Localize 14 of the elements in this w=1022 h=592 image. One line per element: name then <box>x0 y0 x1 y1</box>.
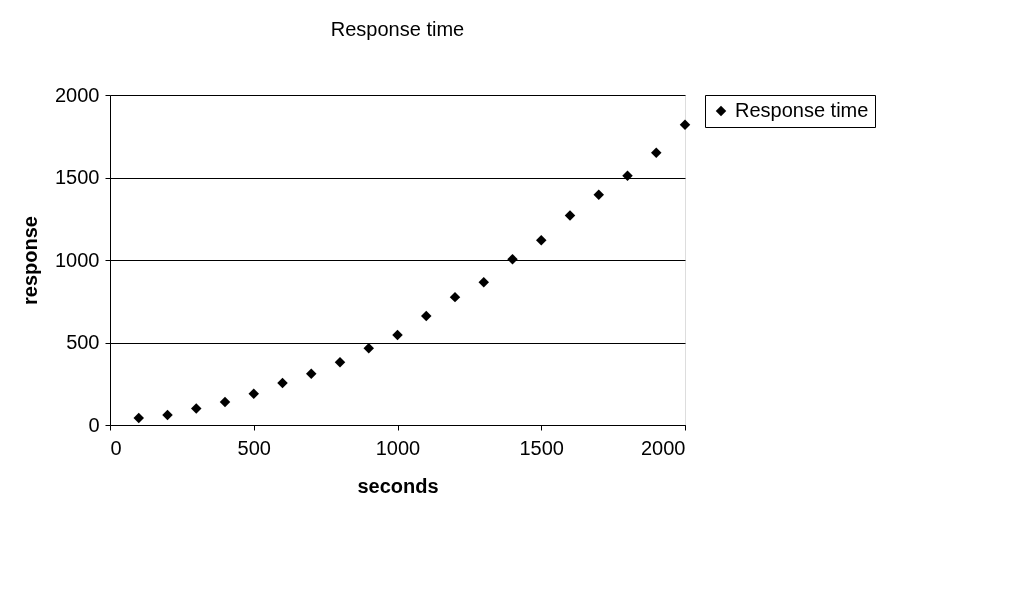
x-tick-label: 1000 <box>375 436 421 459</box>
y-axis-title: response <box>19 216 42 305</box>
legend-label: Response time <box>735 99 869 121</box>
x-tick-label: 2000 <box>641 436 686 459</box>
x-axis-title: seconds <box>357 474 439 497</box>
y-tick-label: 0 <box>88 413 100 436</box>
x-tick-label: 0 <box>110 436 122 459</box>
chart-title: Response time <box>330 18 465 40</box>
y-tick-label: 1000 <box>55 248 100 271</box>
y-tick-label: 1500 <box>55 166 100 188</box>
x-tick-label: 1500 <box>519 436 564 459</box>
y-tick-label: 2000 <box>55 83 100 106</box>
x-tick-label: 500 <box>237 436 271 459</box>
y-tick-label: 500 <box>66 331 100 353</box>
